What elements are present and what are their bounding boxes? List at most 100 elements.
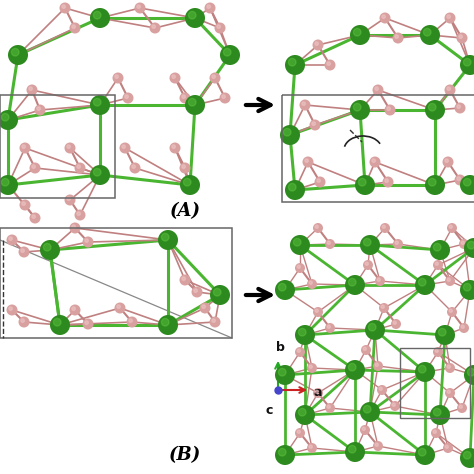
Circle shape	[295, 263, 305, 273]
Circle shape	[354, 103, 361, 111]
Text: a: a	[314, 385, 322, 399]
Circle shape	[325, 239, 335, 249]
Text: c: c	[265, 404, 273, 417]
Circle shape	[194, 289, 197, 292]
Circle shape	[307, 443, 317, 453]
Circle shape	[393, 239, 403, 249]
Circle shape	[317, 179, 320, 182]
Circle shape	[180, 274, 191, 285]
Circle shape	[122, 92, 134, 103]
Circle shape	[22, 145, 26, 148]
Circle shape	[392, 33, 403, 44]
Circle shape	[459, 239, 469, 249]
Circle shape	[467, 368, 474, 376]
Circle shape	[302, 102, 305, 105]
Circle shape	[360, 425, 370, 435]
Circle shape	[85, 321, 88, 324]
Circle shape	[21, 319, 24, 322]
Circle shape	[447, 390, 450, 393]
Circle shape	[445, 84, 456, 95]
Circle shape	[290, 235, 310, 255]
Circle shape	[204, 2, 216, 13]
Circle shape	[77, 165, 81, 168]
Circle shape	[363, 260, 373, 270]
Circle shape	[459, 323, 469, 333]
Circle shape	[433, 409, 441, 416]
Circle shape	[29, 212, 40, 224]
Circle shape	[300, 100, 310, 110]
Circle shape	[182, 95, 185, 99]
Circle shape	[119, 143, 130, 154]
Circle shape	[358, 178, 366, 186]
Circle shape	[370, 156, 381, 167]
Circle shape	[210, 285, 230, 305]
Circle shape	[464, 451, 471, 459]
Circle shape	[379, 387, 383, 391]
Circle shape	[390, 401, 400, 411]
Circle shape	[460, 448, 474, 468]
Circle shape	[188, 99, 196, 106]
Circle shape	[0, 175, 18, 195]
Circle shape	[377, 385, 387, 395]
Circle shape	[72, 225, 75, 228]
Circle shape	[288, 183, 296, 191]
Circle shape	[278, 283, 286, 291]
Circle shape	[70, 222, 81, 234]
Circle shape	[275, 280, 295, 300]
Circle shape	[327, 241, 330, 245]
Circle shape	[423, 28, 431, 36]
Circle shape	[464, 238, 474, 258]
Circle shape	[315, 390, 319, 393]
Circle shape	[170, 143, 181, 154]
Circle shape	[182, 165, 185, 168]
Circle shape	[425, 100, 445, 120]
Circle shape	[74, 163, 85, 173]
Circle shape	[9, 307, 12, 310]
Circle shape	[350, 25, 370, 45]
Circle shape	[375, 87, 378, 91]
Circle shape	[307, 363, 317, 373]
Circle shape	[345, 360, 365, 380]
Circle shape	[443, 443, 453, 453]
Circle shape	[32, 215, 36, 219]
Circle shape	[44, 244, 51, 251]
Circle shape	[170, 73, 181, 83]
Circle shape	[21, 249, 24, 252]
Circle shape	[345, 275, 365, 295]
Circle shape	[460, 280, 474, 300]
Circle shape	[415, 445, 435, 465]
Circle shape	[457, 403, 467, 413]
Circle shape	[215, 22, 226, 34]
Circle shape	[430, 240, 450, 260]
Circle shape	[348, 278, 356, 286]
Circle shape	[127, 317, 137, 328]
Text: b: b	[275, 341, 284, 354]
Circle shape	[90, 165, 110, 185]
Circle shape	[455, 174, 465, 185]
Circle shape	[419, 365, 426, 373]
Bar	[400, 348, 470, 418]
Circle shape	[9, 237, 12, 240]
Circle shape	[364, 238, 371, 246]
Circle shape	[302, 156, 313, 167]
Circle shape	[433, 260, 443, 270]
Circle shape	[368, 323, 376, 331]
Circle shape	[112, 73, 124, 83]
Circle shape	[395, 35, 398, 38]
Circle shape	[313, 388, 323, 398]
Circle shape	[132, 165, 136, 168]
Circle shape	[361, 345, 371, 355]
Circle shape	[315, 309, 319, 312]
Circle shape	[460, 175, 474, 195]
Circle shape	[210, 73, 220, 83]
Circle shape	[64, 194, 75, 206]
Circle shape	[364, 405, 371, 413]
Circle shape	[222, 95, 225, 99]
Circle shape	[447, 365, 450, 368]
Circle shape	[325, 403, 335, 413]
Circle shape	[299, 409, 306, 416]
Circle shape	[82, 319, 93, 329]
Circle shape	[207, 5, 210, 9]
Circle shape	[307, 279, 317, 289]
Circle shape	[285, 55, 305, 75]
